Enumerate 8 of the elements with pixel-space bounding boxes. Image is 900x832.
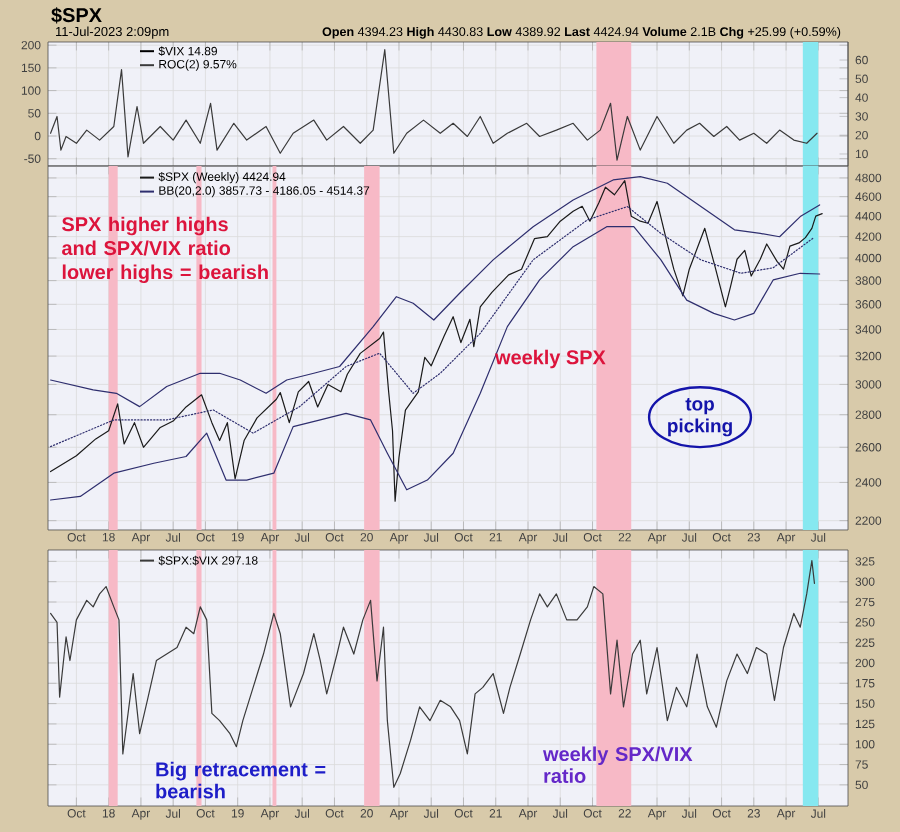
annotation: weekly SPX: [494, 349, 606, 369]
line-series: [49, 49, 818, 161]
line-series: [49, 205, 814, 448]
annotation: top picking: [668, 398, 732, 437]
annotation: weekly SPX/VIX ratio: [542, 746, 693, 783]
annotation: SPX higher highs and SPX/VIX ratio lower highs = bearish: [62, 216, 268, 284]
chart-title: $SPX: [51, 7, 102, 24]
annotation: Big retracement = bearish: [156, 761, 326, 799]
